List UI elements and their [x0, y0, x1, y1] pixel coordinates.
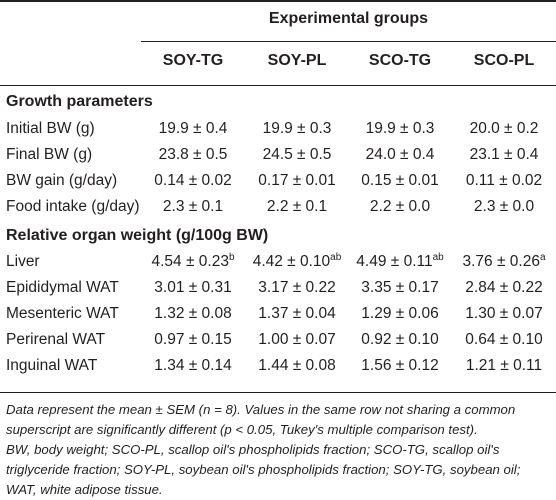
cell: 3.35 ± 0.17	[361, 279, 439, 296]
col-header-sco-pl: SCO-PL	[473, 52, 535, 69]
col-header-soy-tg: SOY-TG	[162, 52, 224, 69]
table-row: Food intake (g/day) 2.3 ± 0.1 2.2 ± 0.1 …	[0, 198, 556, 224]
row-label: Epididymal WAT	[6, 279, 119, 296]
table-row: Perirenal WAT 0.97 ± 0.15 1.00 ± 0.07 0.…	[0, 331, 556, 357]
top-rule	[0, 0, 556, 2]
group-header: Experimental groups	[268, 10, 429, 27]
cell: 2.84 ± 0.22	[465, 279, 543, 296]
cell: 4.49 ± 0.11ab	[356, 252, 444, 271]
table-row: Inguinal WAT 1.34 ± 0.14 1.44 ± 0.08 1.5…	[0, 357, 556, 383]
cell: 0.11 ± 0.02	[465, 172, 543, 189]
cell: 1.30 ± 0.07	[465, 305, 543, 322]
cell: 24.0 ± 0.4	[365, 146, 435, 163]
cell: 1.37 ± 0.04	[258, 305, 336, 322]
cell: 1.21 ± 0.11	[465, 357, 543, 374]
table-footnotes: Data represent the mean ± SEM (n = 8). V…	[6, 400, 550, 500]
cell: 19.9 ± 0.3	[365, 120, 435, 137]
cell: 1.34 ± 0.14	[154, 357, 232, 374]
cell: 1.56 ± 0.12	[361, 357, 439, 374]
cell: 24.5 ± 0.5	[262, 146, 332, 163]
row-label: BW gain (g/day)	[6, 172, 118, 189]
row-label: Final BW (g)	[6, 146, 93, 163]
cell: 1.29 ± 0.06	[361, 305, 439, 322]
row-label: Inguinal WAT	[6, 357, 98, 374]
cell: 20.0 ± 0.2	[469, 120, 539, 137]
cell: 4.42 ± 0.10ab	[252, 252, 342, 271]
row-label: Mesenteric WAT	[6, 305, 119, 322]
cell: 0.15 ± 0.01	[361, 172, 439, 189]
row-label: Initial BW (g)	[6, 120, 95, 137]
cell: 0.97 ± 0.15	[154, 331, 232, 348]
col-header-sco-tg: SCO-TG	[368, 52, 432, 69]
table-row: BW gain (g/day) 0.14 ± 0.02 0.17 ± 0.01 …	[0, 172, 556, 198]
cell: 1.32 ± 0.08	[154, 305, 232, 322]
cell: 0.17 ± 0.01	[258, 172, 336, 189]
group-underline	[141, 41, 556, 42]
footnote-abbreviations: BW, body weight; SCO-PL, scallop oil's p…	[6, 442, 521, 497]
cell: 1.00 ± 0.07	[258, 331, 336, 348]
cell: 0.92 ± 0.10	[361, 331, 439, 348]
section-title-growth: Growth parameters	[6, 93, 153, 110]
cell: 0.14 ± 0.02	[154, 172, 232, 189]
cell: 1.44 ± 0.08	[258, 357, 336, 374]
cell: 4.54 ± 0.23b	[151, 252, 235, 271]
bottom-rule	[0, 392, 556, 393]
cell: 3.01 ± 0.31	[154, 279, 232, 296]
table-row: Liver 4.54 ± 0.23b 4.42 ± 0.10ab 4.49 ± …	[0, 253, 556, 279]
cell: 23.8 ± 0.5	[158, 146, 228, 163]
table-row: Mesenteric WAT 1.32 ± 0.08 1.37 ± 0.04 1…	[0, 305, 556, 331]
table-row: Initial BW (g) 19.9 ± 0.4 19.9 ± 0.3 19.…	[0, 120, 556, 146]
row-label: Food intake (g/day)	[6, 198, 140, 215]
cell: 2.2 ± 0.1	[266, 198, 328, 215]
col-header-soy-pl: SOY-PL	[267, 52, 327, 69]
row-label: Perirenal WAT	[6, 331, 106, 348]
cell: 3.17 ± 0.22	[258, 279, 336, 296]
cell: 2.2 ± 0.0	[369, 198, 431, 215]
row-label: Liver	[6, 253, 40, 270]
cell: 2.3 ± 0.0	[473, 198, 535, 215]
cell: 19.9 ± 0.3	[262, 120, 332, 137]
footnote-stats: Data represent the mean ± SEM (n = 8). V…	[6, 402, 516, 437]
cell: 3.76 ± 0.26a	[462, 252, 546, 271]
section-title-organ-weight: Relative organ weight (g/100g BW)	[6, 227, 269, 244]
cell: 2.3 ± 0.1	[162, 198, 224, 215]
header-rule	[0, 85, 556, 86]
cell: 0.64 ± 0.10	[465, 331, 543, 348]
cell: 19.9 ± 0.4	[158, 120, 228, 137]
table-row: Epididymal WAT 3.01 ± 0.31 3.17 ± 0.22 3…	[0, 279, 556, 305]
table-row: Final BW (g) 23.8 ± 0.5 24.5 ± 0.5 24.0 …	[0, 146, 556, 172]
cell: 23.1 ± 0.4	[469, 146, 539, 163]
